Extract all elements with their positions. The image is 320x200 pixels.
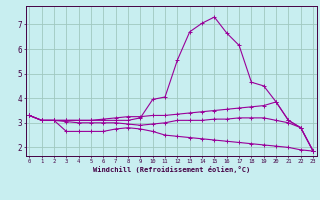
X-axis label: Windchill (Refroidissement éolien,°C): Windchill (Refroidissement éolien,°C) [92, 166, 250, 173]
